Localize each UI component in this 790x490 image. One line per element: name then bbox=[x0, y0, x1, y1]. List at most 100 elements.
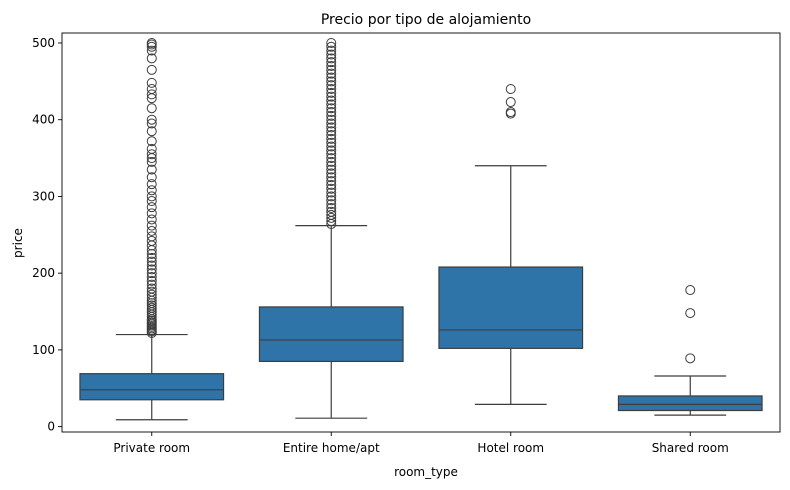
outlier-point bbox=[146, 202, 157, 213]
outlier-point bbox=[146, 118, 157, 129]
outlier-point bbox=[146, 164, 157, 175]
outlier-point bbox=[146, 143, 157, 154]
outlier-point bbox=[146, 220, 157, 231]
outlier-point bbox=[146, 172, 157, 183]
outlier-point bbox=[326, 80, 337, 91]
y-tick-label: 0 bbox=[47, 420, 55, 434]
outlier-point bbox=[146, 256, 157, 267]
outlier-point bbox=[326, 60, 337, 71]
outlier-point bbox=[146, 191, 157, 202]
outlier-point bbox=[326, 110, 337, 121]
outlier-point bbox=[326, 209, 337, 220]
outlier-point bbox=[326, 202, 337, 213]
y-tick-label: 400 bbox=[32, 113, 55, 127]
outlier-point bbox=[326, 53, 337, 64]
outlier-point bbox=[146, 272, 157, 283]
outlier-point bbox=[326, 103, 337, 114]
outlier-point bbox=[326, 145, 337, 156]
outlier-point bbox=[326, 160, 337, 171]
outlier-point bbox=[146, 231, 157, 242]
outlier-point bbox=[146, 45, 157, 56]
outlier-point bbox=[326, 118, 337, 129]
outlier-point bbox=[326, 199, 337, 210]
outlier-point bbox=[146, 279, 157, 290]
outlier-point bbox=[146, 298, 157, 309]
y-axis-label: price bbox=[11, 228, 25, 258]
outlier-point bbox=[685, 308, 696, 319]
outlier-point bbox=[326, 72, 337, 83]
box-3 bbox=[617, 285, 763, 416]
outlier-point bbox=[146, 286, 157, 297]
outlier-point bbox=[146, 300, 157, 311]
outlier-point bbox=[326, 107, 337, 118]
outlier-point bbox=[146, 289, 157, 300]
outlier-point bbox=[326, 168, 337, 179]
y-tick-label: 300 bbox=[32, 189, 55, 203]
outlier-point bbox=[326, 130, 337, 141]
box-1 bbox=[258, 37, 404, 419]
outlier-point bbox=[146, 103, 157, 114]
iqr-box bbox=[617, 395, 763, 412]
outlier-point bbox=[146, 248, 157, 259]
outlier-point bbox=[505, 97, 516, 108]
plot-area: 0 100 200 300 400 500 Private room Entire home/… bbox=[32, 32, 781, 455]
box-0 bbox=[79, 37, 225, 421]
outlier-point bbox=[326, 156, 337, 167]
outlier-point bbox=[326, 87, 337, 98]
iqr-box bbox=[79, 373, 225, 401]
outlier-point bbox=[146, 114, 157, 125]
outlier-point bbox=[326, 187, 337, 198]
outlier-point bbox=[326, 164, 337, 175]
outlier-point bbox=[326, 126, 337, 137]
outlier-point bbox=[146, 37, 157, 48]
outlier-point bbox=[146, 302, 157, 313]
outlier-point bbox=[146, 185, 157, 196]
x-tick-label: Private room bbox=[113, 441, 190, 455]
outlier-point bbox=[146, 260, 157, 271]
box-2 bbox=[438, 84, 584, 405]
outlier-point bbox=[326, 64, 337, 75]
outlier-point bbox=[326, 122, 337, 133]
outlier-point bbox=[326, 57, 337, 68]
outlier-point bbox=[326, 99, 337, 110]
axes-frame bbox=[61, 32, 781, 433]
outlier-point bbox=[326, 141, 337, 152]
outlier-point bbox=[326, 95, 337, 106]
outlier-point bbox=[146, 77, 157, 88]
outlier-point bbox=[326, 176, 337, 187]
outlier-point bbox=[326, 41, 337, 52]
outlier-point bbox=[326, 84, 337, 95]
y-tick-label: 100 bbox=[32, 343, 55, 357]
outlier-point bbox=[326, 137, 337, 148]
outlier-point bbox=[326, 91, 337, 102]
outlier-point bbox=[146, 283, 157, 294]
outlier-point bbox=[326, 133, 337, 144]
outlier-point bbox=[326, 45, 337, 56]
outlier-point bbox=[146, 89, 157, 100]
outlier-point bbox=[146, 275, 157, 286]
outlier-point bbox=[146, 149, 157, 160]
outlier-point bbox=[326, 153, 337, 164]
outlier-point bbox=[326, 195, 337, 206]
outlier-point bbox=[326, 68, 337, 79]
y-tick-label: 200 bbox=[32, 266, 55, 280]
outlier-point bbox=[326, 212, 337, 223]
outlier-point bbox=[146, 208, 157, 219]
outlier-point bbox=[146, 84, 157, 95]
outlier-point bbox=[326, 191, 337, 202]
x-tick-label: Shared room bbox=[652, 441, 729, 455]
outlier-point bbox=[685, 285, 696, 296]
outlier-point bbox=[146, 179, 157, 190]
outlier-point bbox=[685, 353, 696, 364]
outlier-point bbox=[146, 225, 157, 236]
outlier-point bbox=[326, 76, 337, 87]
y-tick-label: 500 bbox=[32, 36, 55, 50]
outlier-point bbox=[326, 172, 337, 183]
outlier-point bbox=[326, 179, 337, 190]
outlier-point bbox=[326, 206, 337, 217]
outlier-point bbox=[146, 196, 157, 207]
outlier-point bbox=[326, 114, 337, 125]
x-tick-label: Hotel room bbox=[477, 441, 544, 455]
outlier-point bbox=[326, 37, 337, 48]
